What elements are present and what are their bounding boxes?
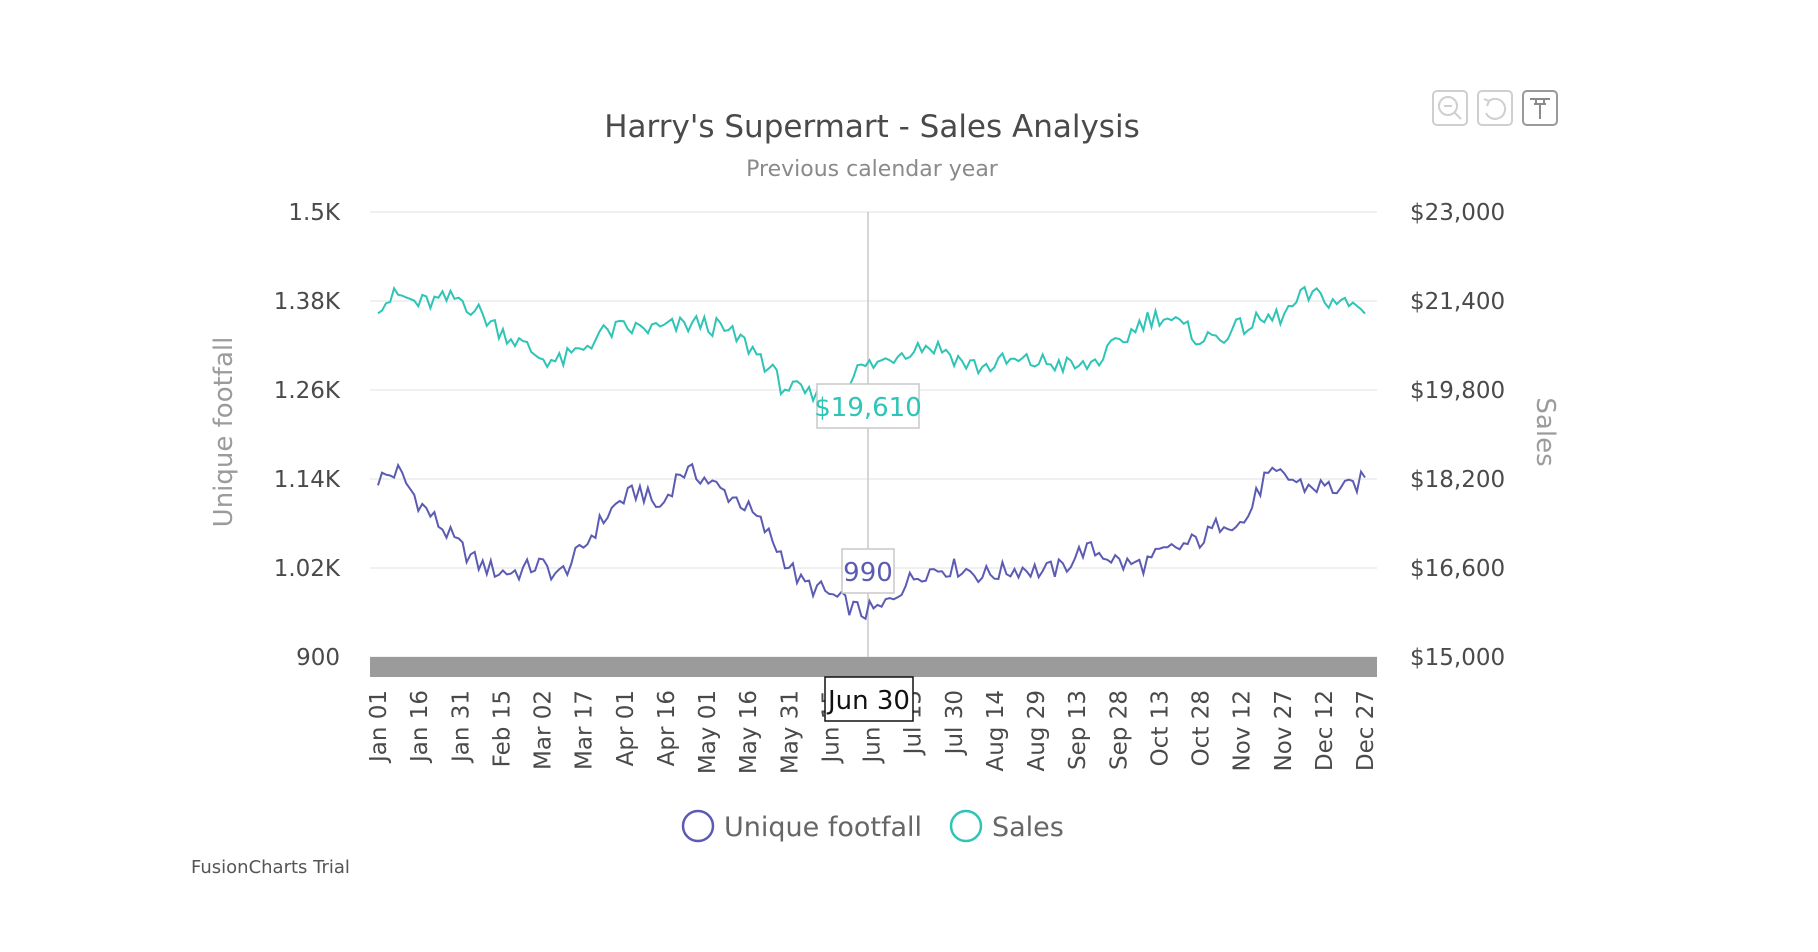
left-tick-label: 900 bbox=[296, 645, 340, 671]
right-tick-label: $23,000 bbox=[1410, 200, 1505, 226]
right-tick-label: $21,400 bbox=[1410, 289, 1505, 315]
x-tick-label: Jan 16 bbox=[407, 690, 433, 764]
legend-marker-footfall bbox=[681, 809, 715, 843]
x-tick-label: Jan 01 bbox=[366, 690, 392, 764]
reset-button[interactable] bbox=[1477, 90, 1513, 126]
chart-title: Harry's Supermart - Sales Analysis bbox=[604, 109, 1139, 145]
right-tick-label: $19,800 bbox=[1410, 378, 1505, 404]
x-tick-label: May 16 bbox=[736, 690, 762, 774]
right-axis-title: Sales bbox=[1530, 397, 1560, 466]
left-tick-label: 1.14K bbox=[274, 467, 341, 493]
x-tick-label: Nov 27 bbox=[1271, 690, 1297, 771]
legend-item-footfall[interactable]: Unique footfall bbox=[681, 809, 922, 843]
chart-subtitle: Previous calendar year bbox=[746, 157, 999, 182]
x-tick-label: Sep 13 bbox=[1065, 690, 1091, 770]
legend-label-sales: Sales bbox=[992, 812, 1064, 843]
series-layer bbox=[377, 285, 1366, 621]
x-tick-label: Aug 14 bbox=[983, 690, 1009, 772]
x-tick-label: Jan 31 bbox=[448, 690, 474, 764]
scrollbar[interactable] bbox=[370, 657, 1377, 677]
date-tooltip: Jun 30 bbox=[824, 676, 914, 722]
legend-marker-sales bbox=[949, 809, 983, 843]
right-tick-label: $16,600 bbox=[1410, 556, 1505, 582]
left-tick-label: 1.5K bbox=[288, 200, 341, 226]
x-tick-label: Mar 02 bbox=[531, 690, 557, 770]
x-tick-label: May 01 bbox=[695, 690, 721, 774]
watermark: FusionCharts Trial bbox=[191, 857, 350, 878]
x-tick-label: Dec 27 bbox=[1353, 690, 1379, 771]
x-axis-ticks: Jan 01 Jan 16 Jan 31 Feb 15 Mar 02 Mar 17 Apr … bbox=[366, 690, 1379, 774]
chart-toolbar bbox=[1432, 90, 1558, 126]
left-axis-title: Unique footfall bbox=[209, 337, 239, 528]
x-tick-label: Apr 01 bbox=[613, 690, 639, 766]
x-tick-label: Mar 17 bbox=[572, 690, 598, 770]
legend-label-footfall: Unique footfall bbox=[724, 812, 922, 843]
sales-tooltip-value: $19,610 bbox=[814, 393, 922, 423]
legend-item-sales[interactable]: Sales bbox=[949, 809, 1064, 843]
reset-icon bbox=[1483, 97, 1507, 120]
sales-tooltip: $19,610 bbox=[814, 383, 922, 429]
x-tick-label: Nov 12 bbox=[1230, 690, 1256, 771]
x-tick-label: Dec 12 bbox=[1312, 690, 1338, 771]
series-line-sales[interactable] bbox=[377, 285, 1366, 413]
zoom-out-icon bbox=[1438, 96, 1462, 120]
footfall-tooltip-value: 990 bbox=[843, 558, 893, 588]
pin-icon bbox=[1530, 98, 1550, 119]
pin-button[interactable] bbox=[1522, 90, 1558, 126]
left-tick-label: 1.02K bbox=[274, 556, 341, 582]
left-tick-label: 1.38K bbox=[274, 289, 341, 315]
x-tick-label: Oct 13 bbox=[1147, 690, 1173, 766]
x-tick-label: Oct 28 bbox=[1189, 690, 1215, 766]
x-tick-label: Apr 16 bbox=[654, 690, 680, 766]
x-tick-label: Sep 28 bbox=[1106, 690, 1132, 770]
series-line-footfall[interactable] bbox=[377, 462, 1366, 621]
x-tick-label: May 31 bbox=[777, 690, 803, 774]
left-tick-label: 1.26K bbox=[274, 378, 341, 404]
x-tick-label: Aug 29 bbox=[1024, 690, 1050, 772]
date-tooltip-label: Jun 30 bbox=[826, 686, 910, 716]
left-axis-ticks: 900 1.02K 1.14K 1.26K 1.38K 1.5K bbox=[274, 200, 341, 671]
legend: Unique footfall Sales bbox=[681, 809, 1064, 843]
footfall-tooltip: 990 bbox=[841, 548, 895, 594]
x-tick-label: Jul 30 bbox=[942, 690, 968, 756]
x-tick-label: Feb 15 bbox=[489, 690, 515, 767]
zoom-out-button[interactable] bbox=[1432, 90, 1468, 126]
right-tick-label: $15,000 bbox=[1410, 645, 1505, 671]
right-axis-ticks: $15,000 $16,600 $18,200 $19,800 $21,400 $23,0… bbox=[1410, 200, 1505, 671]
right-tick-label: $18,200 bbox=[1410, 467, 1505, 493]
